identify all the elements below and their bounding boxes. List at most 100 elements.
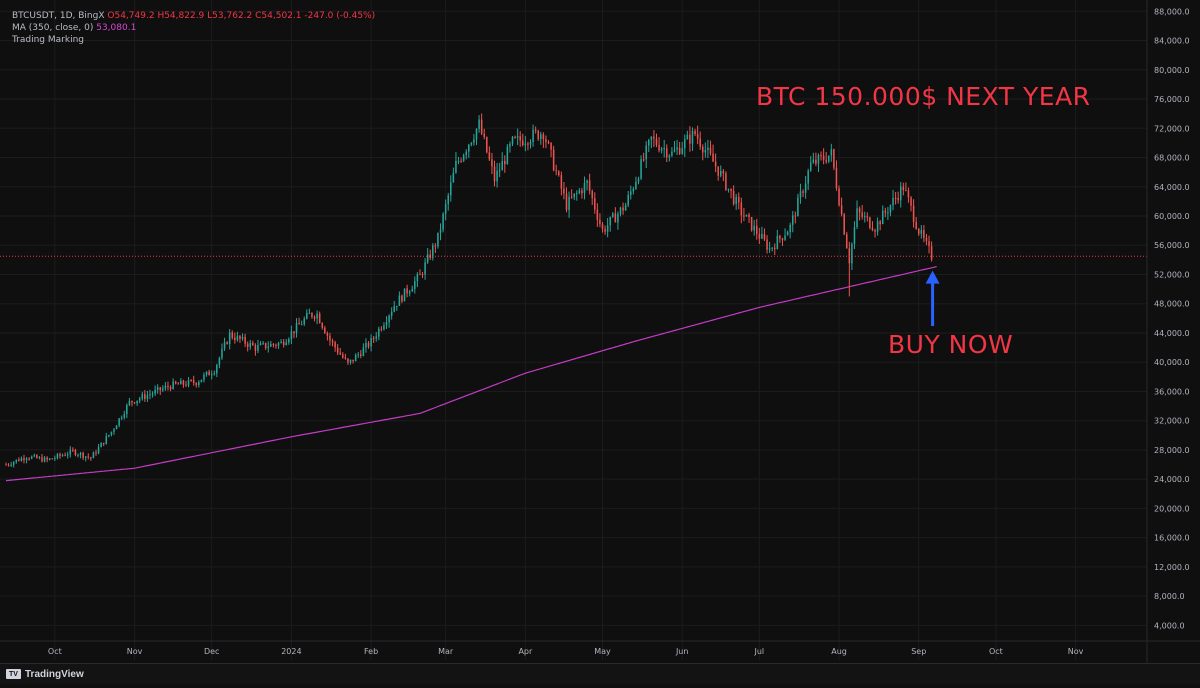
candle-body	[82, 452, 84, 458]
annotation-buy-now: BUY NOW	[888, 330, 1014, 359]
annotation-title: BTC 150.000$ NEXT YEAR	[756, 82, 1091, 111]
candle-body	[102, 442, 105, 445]
candle-body	[210, 374, 213, 376]
candle-body	[627, 195, 629, 206]
y-tick-label: 52,000.0	[1154, 270, 1190, 279]
x-axis[interactable]: Oct Nov Dec 2024 Feb Mar Apr May Jun Jul Aug Sep Oct…	[0, 640, 1200, 656]
candle-body	[316, 313, 318, 319]
candle-body	[640, 159, 642, 179]
candle-body	[90, 457, 92, 459]
candle-body	[794, 215, 797, 217]
candle-body	[699, 138, 701, 147]
candle-body	[267, 346, 270, 349]
open-value: O54,749.2	[107, 11, 155, 21]
candle-body	[743, 215, 745, 217]
candle-body	[853, 227, 856, 244]
candle-body	[352, 359, 354, 362]
candle-body	[257, 344, 259, 351]
candle-body	[714, 161, 717, 167]
legend-symbol-row: BTCUSDT, 1D, BingX O54,749.2 H54,822.9 L…	[12, 10, 375, 22]
candle-body	[69, 449, 72, 455]
candle-body	[534, 129, 537, 131]
candle-body	[7, 464, 10, 466]
candle-body	[414, 281, 416, 289]
candle-body	[61, 455, 64, 457]
candle-body	[478, 119, 480, 129]
candle-body	[223, 342, 226, 349]
candle-body	[172, 381, 174, 389]
x-tick-label: 2024	[281, 647, 301, 656]
candle-body	[429, 254, 432, 258]
candle-body	[630, 191, 632, 196]
candle-body	[732, 190, 735, 204]
candle-body	[609, 216, 611, 226]
x-tick-label: Feb	[364, 647, 378, 656]
candle-body	[763, 234, 766, 240]
candle-body	[766, 239, 768, 250]
candle-body	[624, 205, 627, 211]
candle-body	[133, 402, 136, 404]
candle-body	[105, 436, 108, 445]
candle-body	[20, 458, 23, 461]
candle-body	[606, 225, 609, 232]
candle-body	[673, 149, 676, 152]
candle-body	[755, 225, 758, 235]
candle-body	[213, 373, 216, 375]
candle-body	[254, 345, 257, 351]
y-tick-label: 4,000.0	[1154, 621, 1185, 630]
candle-body	[66, 454, 69, 456]
candle-body	[863, 216, 866, 218]
candle-body	[411, 288, 414, 292]
low-value: L53,762.2	[207, 11, 253, 21]
candle-body	[195, 382, 198, 386]
candle-body	[923, 230, 925, 238]
candle-body	[236, 335, 239, 341]
candle-body	[331, 340, 334, 343]
candle-body	[259, 343, 262, 345]
tradingview-logo[interactable]: TV TradingView	[6, 667, 84, 681]
candle-body	[84, 456, 87, 458]
candle-body	[547, 142, 550, 144]
candle-body	[398, 295, 401, 306]
candle-body	[524, 143, 527, 146]
candle-body	[917, 228, 920, 234]
candle-body	[5, 464, 7, 466]
candle-body	[92, 452, 95, 459]
candle-body	[164, 385, 167, 389]
candle-body	[866, 216, 869, 218]
candle-body	[622, 207, 624, 211]
legend-indicator-row[interactable]: Trading Marking	[12, 34, 375, 46]
candle-body	[725, 173, 727, 190]
candle-body	[342, 354, 344, 358]
grid	[0, 0, 1147, 660]
candle-body	[843, 214, 845, 235]
candle-body	[187, 379, 190, 386]
x-tick-label: May	[594, 647, 611, 656]
candle-body	[881, 210, 884, 225]
candle-body	[650, 136, 653, 140]
x-tick-label: Sep	[911, 647, 926, 656]
symbol-label[interactable]: BTCUSDT, 1D, BingX	[12, 11, 105, 21]
y-axis[interactable]: 4,000.0 8,000.0 12,000.0 16,000.0 20,000.0 24…	[1146, 0, 1200, 663]
candle-body	[360, 354, 362, 356]
candle-body	[740, 202, 743, 216]
candle-body	[840, 205, 843, 215]
candle-body	[776, 235, 779, 250]
candle-body	[298, 323, 300, 325]
y-tick-label: 32,000.0	[1154, 417, 1190, 426]
candle-body	[709, 147, 712, 154]
y-tick-label: 80,000.0	[1154, 66, 1190, 75]
candle-body	[655, 138, 658, 146]
candle-body	[282, 341, 285, 346]
candle-body	[791, 215, 794, 225]
candle-body	[10, 464, 12, 466]
candle-body	[41, 457, 43, 462]
legend-ma-row[interactable]: MA (350, close, 0) 53,080.1	[12, 22, 375, 34]
candle-body	[203, 374, 205, 380]
candle-body	[228, 332, 231, 344]
candle-body	[293, 331, 295, 334]
candle-body	[244, 336, 246, 344]
candle-body	[162, 388, 164, 391]
